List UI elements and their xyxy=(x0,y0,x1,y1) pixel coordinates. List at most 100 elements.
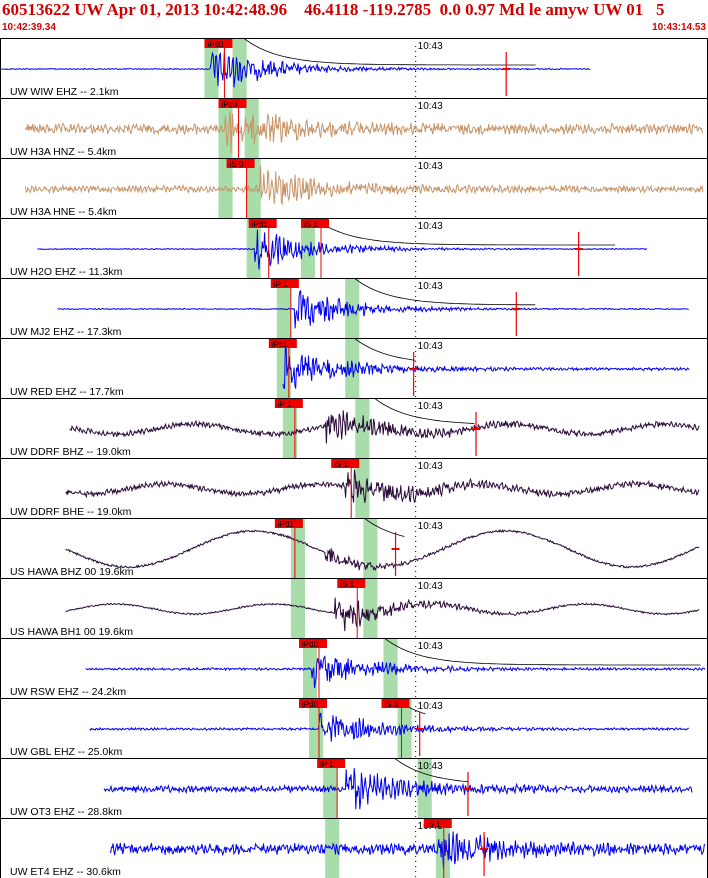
pick-label: iPd1 xyxy=(278,520,295,529)
coda-curve xyxy=(395,758,468,783)
station-label: UW H2O EHZ -- 11.3km xyxy=(10,266,123,278)
minute-tick-label: 10:43 xyxy=(418,581,443,592)
waveform-trace xyxy=(24,111,704,154)
pick-window xyxy=(363,519,378,578)
waveform-trace xyxy=(37,229,648,270)
waveform-trace xyxy=(282,344,690,390)
pick-label: iPc1 xyxy=(272,340,288,349)
pick-label: iS 1 xyxy=(304,220,318,229)
waveform-trace xyxy=(24,165,704,206)
pick-label: iP 1 xyxy=(274,280,288,289)
minute-tick-label: 10:43 xyxy=(418,521,443,532)
waveform-trace xyxy=(69,410,700,444)
pick-flag xyxy=(218,99,247,108)
coda-curve xyxy=(365,518,405,537)
pick-flag xyxy=(317,759,346,768)
minute-tick-label: 10:43 xyxy=(418,761,443,772)
pick-label: iS 1 xyxy=(340,580,354,589)
seismogram-plot: 10:43 iPd0 UW WIW EHZ -- 2.1km 10:43 iPc0 UW … xyxy=(0,38,708,878)
pick-flag xyxy=(331,459,360,468)
station-label: UW DDRF BHE -- 19.0km xyxy=(10,506,132,518)
station-label: UW H3A HNE -- 5.4km xyxy=(10,206,117,218)
station-label: UW RSW EHZ -- 24.2km xyxy=(10,686,126,698)
end-time: 10:43:14.53 xyxy=(652,22,706,33)
pick-label: iPd0 xyxy=(207,40,224,49)
station-label: UW H3A HNZ -- 5.4km xyxy=(10,146,116,158)
pick-label: iP 1 xyxy=(278,400,292,409)
minute-tick-label: 10:43 xyxy=(418,641,443,652)
pick-flag xyxy=(268,339,297,348)
minute-tick-label: 10:43 xyxy=(418,41,443,52)
pick-label: iPd1 xyxy=(252,220,269,229)
pick-window xyxy=(363,579,378,638)
station-label: US HAWA BH1 00 19.6km xyxy=(10,626,133,638)
station-label: UW OT3 EHZ -- 28.8km xyxy=(10,806,122,818)
pick-flag xyxy=(337,579,366,588)
waveform-trace xyxy=(85,655,706,689)
pick-label: iS 3 xyxy=(384,700,398,709)
pick-label: iS 0 xyxy=(230,160,244,169)
minute-tick-label: 10:43 xyxy=(418,281,443,292)
waveform-trace xyxy=(57,289,689,329)
station-label: UW DDRF BHZ -- 19.0km xyxy=(10,446,131,458)
station-label: UW WIW EHZ -- 2.1km xyxy=(10,86,119,98)
pick-window xyxy=(276,279,291,338)
pick-flag xyxy=(381,699,410,708)
pick-label: iPd0 xyxy=(302,640,319,649)
coda-curve xyxy=(244,38,536,66)
pick-flag xyxy=(423,819,452,828)
minute-tick-label: 10:43 xyxy=(418,101,443,112)
header: 60513622 UW Apr 01, 2013 10:42:48.96 46.… xyxy=(0,0,708,38)
minute-tick-label: 10:43 xyxy=(418,161,443,172)
waveform-trace xyxy=(109,831,706,869)
waveform-trace xyxy=(65,597,700,632)
coda-curve xyxy=(355,278,536,306)
coda-curve xyxy=(385,638,701,666)
pick-flag xyxy=(301,219,330,228)
station-label: US HAWA BHZ 00 19.6km xyxy=(10,566,134,578)
station-label: UW ET4 EHZ -- 30.6km xyxy=(10,866,121,878)
pick-window xyxy=(290,579,306,638)
coda-curve xyxy=(375,398,475,424)
pick-flag xyxy=(270,279,299,288)
pick-window xyxy=(246,159,261,218)
pick-label: iP 1 xyxy=(320,760,334,769)
pick-flag xyxy=(248,219,277,228)
station-label: UW GBL EHZ -- 25.0km xyxy=(10,746,122,758)
waveform-trace xyxy=(65,528,700,572)
minute-tick-label: 10:43 xyxy=(418,341,443,352)
pick-label: iS 1 xyxy=(334,460,348,469)
pick-window xyxy=(276,339,291,398)
pick-flag xyxy=(274,519,303,528)
pick-window xyxy=(355,399,370,458)
pick-flag xyxy=(299,639,328,648)
pick-flag xyxy=(204,39,233,48)
pick-window xyxy=(323,759,338,818)
pick-label: iPc0 xyxy=(222,100,238,109)
pick-window xyxy=(218,99,233,158)
pick-flag xyxy=(299,699,328,708)
station-label: UW RED EHZ -- 17.7km xyxy=(10,386,124,398)
pick-window xyxy=(435,819,450,878)
minute-tick-label: 10:43 xyxy=(418,401,443,412)
pick-window xyxy=(218,159,233,218)
waveform-trace xyxy=(89,712,689,742)
pick-flag xyxy=(274,399,303,408)
event-title: 60513622 UW Apr 01, 2013 10:42:48.96 46.… xyxy=(2,0,665,19)
start-time: 10:42:39.34 xyxy=(2,22,56,33)
coda-curve xyxy=(314,218,616,246)
pick-label: iPd0 xyxy=(302,700,319,709)
minute-tick-label: 10:43 xyxy=(418,701,443,712)
pick-window xyxy=(204,39,219,98)
coda-curve xyxy=(355,338,416,361)
station-label: UW MJ2 EHZ -- 17.3km xyxy=(10,326,122,338)
waveform-trace xyxy=(65,469,700,504)
pick-flag xyxy=(226,159,255,168)
pick-label: iS 1 xyxy=(427,820,441,829)
pick-window xyxy=(383,639,398,698)
minute-tick-label: 10:43 xyxy=(418,221,443,232)
minute-tick-label: 10:43 xyxy=(418,461,443,472)
pick-window xyxy=(282,399,297,458)
waveform-trace xyxy=(1,50,591,88)
waveform-trace xyxy=(103,768,693,810)
